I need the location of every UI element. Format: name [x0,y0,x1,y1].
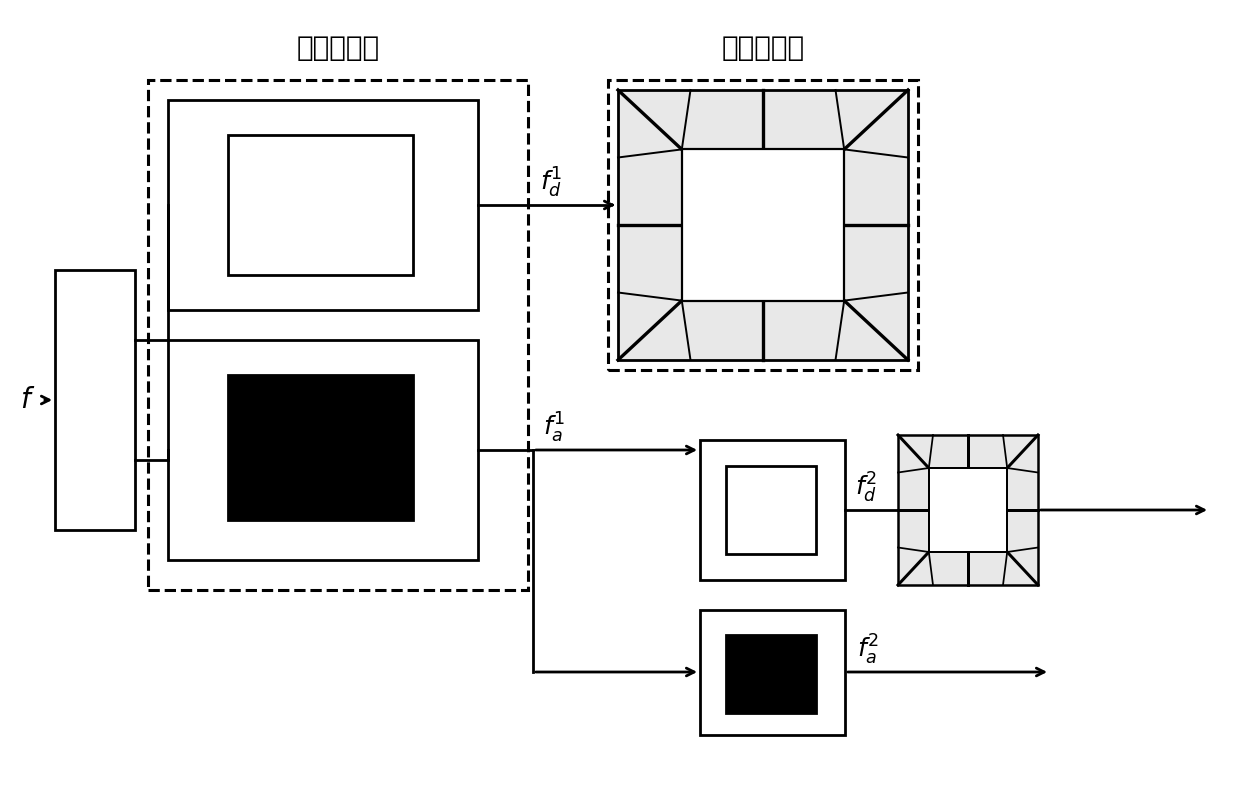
Text: 多尺度分解: 多尺度分解 [296,34,379,62]
Bar [898,435,1038,585]
Bar [701,610,844,735]
Bar [725,635,816,713]
Bar [167,340,477,560]
Bar [228,135,413,275]
Text: $f_d^1$: $f_d^1$ [539,166,562,200]
Text: $f_d^2$: $f_d^2$ [856,471,877,505]
Text: $f_a^1$: $f_a^1$ [543,411,565,445]
Bar [618,90,908,360]
Bar [608,80,918,370]
Bar [148,80,528,590]
Bar [167,100,477,310]
Bar [618,90,908,360]
Bar [228,375,413,520]
Bar [682,150,844,300]
Text: $f_a^2$: $f_a^2$ [857,633,879,667]
Bar [898,435,1038,585]
Bar [701,440,844,580]
Bar [725,466,816,554]
Text: $f$: $f$ [20,386,35,414]
Bar [929,468,1007,552]
Bar [55,270,135,530]
Text: 多方向分解: 多方向分解 [722,34,805,62]
